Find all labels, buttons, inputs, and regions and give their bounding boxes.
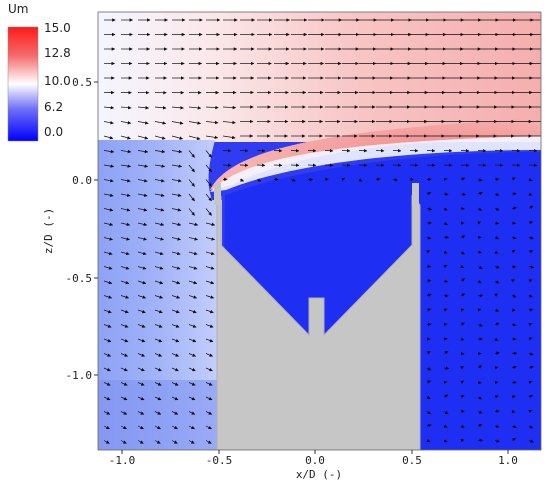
colorbar-tick-label: 15.0 — [44, 21, 71, 35]
y-axis: 0.5 0.0 -0.5 -1.0 z/D (-) — [42, 76, 98, 382]
colorbar-gradient — [8, 27, 38, 141]
colorbar-tick-label: 12.8 — [44, 46, 71, 60]
colorbar: Um 15.0 12.8 10.0 6.2 0.0 — [8, 2, 71, 141]
velocity-vector — [512, 412, 515, 413]
y-tick-label: -0.5 — [66, 272, 93, 285]
velocity-vector — [444, 194, 448, 195]
velocity-vector — [529, 310, 533, 311]
x-tick-label: -0.5 — [206, 454, 233, 467]
velocity-vector — [495, 179, 499, 180]
colorbar-tick-label: 10.0 — [44, 74, 71, 88]
y-tick-label: 0.5 — [72, 76, 92, 89]
velocity-vector — [512, 310, 515, 311]
velocity-vector — [495, 411, 499, 412]
velocity-vector — [495, 223, 499, 224]
y-tick-label: 0.0 — [72, 174, 92, 187]
colorbar-tick-label: 0.0 — [44, 125, 63, 139]
velocity-vector — [512, 194, 517, 195]
colorbar-title: Um — [8, 2, 28, 16]
left-fin — [214, 183, 221, 205]
x-tick-label: 1.0 — [498, 454, 518, 467]
x-axis: -1.0 -0.5 0.0 0.5 1.0 x/D (-) — [109, 450, 518, 481]
upstream-lower-region — [98, 380, 222, 450]
x-tick-label: -1.0 — [109, 454, 136, 467]
x-tick-label: 0.0 — [305, 454, 325, 467]
plot-area — [98, 12, 550, 450]
velocity-vector — [478, 383, 481, 384]
right-fin — [412, 183, 419, 205]
y-axis-label: z/D (-) — [42, 208, 55, 254]
velocity-vector — [461, 209, 465, 210]
colorbar-tick-label: 6.2 — [44, 100, 63, 114]
y-tick-label: -1.0 — [66, 369, 93, 382]
velocity-vector — [461, 354, 464, 355]
x-axis-label: x/D (-) — [296, 468, 342, 481]
x-tick-label: 0.5 — [402, 454, 422, 467]
